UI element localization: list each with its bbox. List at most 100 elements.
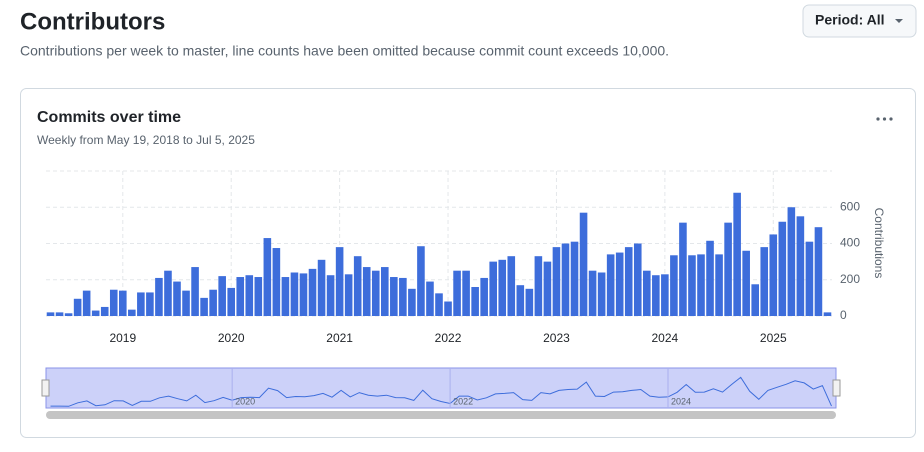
bar [290, 272, 299, 316]
bar [796, 216, 805, 316]
bar [155, 277, 163, 316]
bar [498, 259, 507, 316]
bar [615, 252, 624, 316]
dot[interactable] [882, 117, 887, 121]
bar [326, 275, 335, 316]
bar [570, 241, 579, 316]
y-tick-label: 200 [840, 272, 860, 286]
bar [191, 267, 199, 316]
bar [805, 241, 814, 316]
bar [588, 270, 597, 316]
x-tick-label: 2022 [435, 331, 462, 345]
bar [579, 212, 588, 316]
page-subtitle: Contributions per week to master, line c… [20, 43, 669, 59]
bar [344, 274, 353, 316]
bar [633, 243, 642, 316]
navigator-label: 2020 [235, 396, 255, 406]
bar [236, 277, 245, 316]
button-bg[interactable] [802, 4, 917, 38]
bar [670, 255, 678, 316]
bar [435, 293, 443, 316]
bar [200, 297, 208, 316]
bar [444, 301, 452, 316]
bar [516, 285, 525, 316]
bar [91, 310, 100, 316]
bar [164, 270, 172, 316]
bar [109, 289, 118, 316]
bar [335, 247, 344, 316]
bar [371, 270, 380, 316]
bar [73, 298, 82, 316]
bar [525, 288, 534, 316]
bar [317, 259, 326, 316]
bar [55, 312, 64, 316]
y-tick-label: 600 [840, 199, 860, 213]
bar [489, 261, 498, 316]
dot[interactable] [889, 117, 893, 121]
bar [769, 234, 778, 316]
bar [362, 267, 371, 316]
bar [299, 273, 308, 316]
nav-handle-right[interactable] [832, 379, 841, 397]
more-menu[interactable] [876, 117, 893, 121]
bar [814, 227, 823, 316]
bar [679, 222, 687, 316]
bar [254, 277, 263, 316]
bar [146, 292, 154, 316]
bar [697, 254, 705, 316]
bar [82, 290, 91, 316]
bar [507, 256, 516, 316]
bar [118, 290, 127, 316]
bar [182, 290, 190, 316]
bar [823, 312, 832, 316]
nav-handle-left[interactable] [41, 379, 50, 397]
bar [661, 274, 669, 316]
bar [724, 222, 732, 316]
bar [453, 270, 461, 316]
dot[interactable] [876, 117, 880, 121]
x-tick-label: 2023 [543, 331, 570, 345]
bar [751, 284, 760, 316]
bar [652, 275, 660, 316]
x-tick-label: 2019 [109, 331, 136, 345]
bar [543, 261, 552, 316]
bar [128, 309, 136, 316]
navigator-label: 2022 [453, 396, 473, 406]
page-title: Contributors [20, 8, 165, 35]
scrollbar[interactable] [46, 411, 836, 419]
bar [137, 292, 145, 316]
bar [417, 246, 425, 316]
card [20, 88, 916, 438]
bar [471, 287, 479, 316]
navigator-label: 2024 [671, 396, 691, 406]
y-tick-label: 0 [840, 308, 847, 322]
period-button[interactable]: Period: All [802, 4, 917, 38]
bar [561, 243, 570, 316]
bar [245, 275, 254, 316]
bar [624, 247, 633, 316]
x-tick-label: 2021 [326, 331, 353, 345]
bar [606, 254, 615, 316]
button-label[interactable]: Period: All [815, 12, 885, 28]
bar [263, 238, 272, 316]
bar [534, 256, 543, 316]
bar [742, 250, 750, 316]
bar [462, 270, 470, 316]
navigator-line [50, 376, 832, 407]
bar [46, 312, 55, 316]
bar [688, 255, 696, 316]
bar [706, 240, 714, 316]
bar [281, 277, 290, 316]
bar [390, 277, 398, 316]
bar [399, 277, 407, 316]
bar [480, 277, 488, 316]
bar [380, 267, 389, 316]
bar [64, 313, 73, 316]
dropdown-caret[interactable] [895, 19, 903, 23]
x-tick-label: 2025 [760, 331, 787, 345]
chart-subtitle: Weekly from May 19, 2018 to Jul 5, 2025 [37, 133, 255, 147]
bar [760, 247, 769, 316]
bar [715, 254, 723, 316]
